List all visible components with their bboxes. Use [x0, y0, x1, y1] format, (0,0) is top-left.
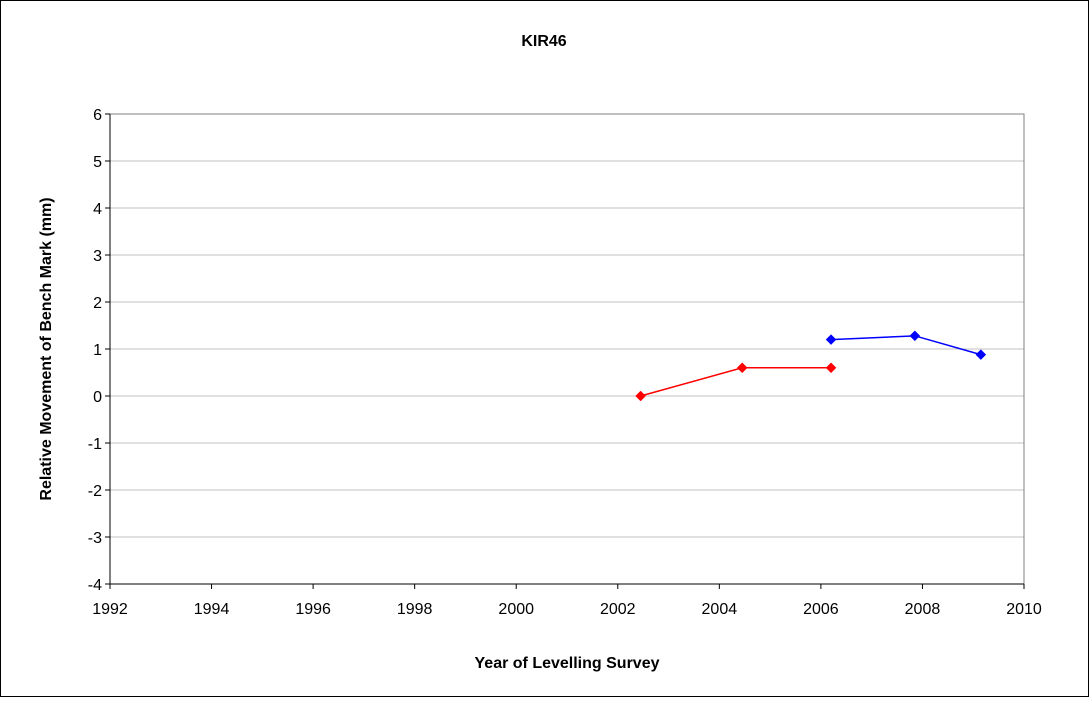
y-tick-label: 5 — [93, 154, 102, 171]
x-tick-label: 1992 — [92, 601, 128, 618]
x-tick-label: 1996 — [295, 601, 331, 618]
x-tick-label: 2004 — [702, 601, 738, 618]
y-tick-label: -4 — [88, 577, 102, 594]
series-line — [831, 335, 982, 356]
x-axis-label: Year of Levelling Survey — [475, 655, 660, 672]
chart-title: KIR46 — [521, 33, 566, 50]
x-tick-label: 2006 — [803, 601, 839, 618]
y-tick-label: 1 — [93, 342, 102, 359]
gridlines — [110, 160, 1024, 538]
series-2 — [825, 330, 987, 360]
series-1 — [635, 362, 837, 402]
data-point — [825, 334, 837, 345]
y-tick-label: 3 — [93, 248, 102, 265]
y-tick-label: 4 — [93, 201, 102, 218]
y-tick-label: -1 — [88, 436, 102, 453]
y-tick-label: -2 — [88, 483, 102, 500]
axes: -4 -3 -2 -1 0 1 2 3 4 5 6 1992 1994 1996 1998 2000 2002 2… — [88, 107, 1042, 618]
x-tick-label: 2008 — [905, 601, 941, 618]
data-point — [635, 390, 646, 402]
series-layer — [635, 330, 987, 402]
y-tick-label: 2 — [93, 295, 102, 312]
data-point — [736, 362, 748, 374]
y-tick-label: -3 — [88, 530, 102, 547]
y-tick-label: 6 — [93, 107, 102, 124]
x-tick-label: 2002 — [600, 601, 636, 618]
data-point — [825, 362, 837, 374]
data-point — [909, 330, 921, 342]
x-tick-label: 1998 — [397, 601, 433, 618]
series-line — [640, 367, 832, 397]
data-point — [975, 349, 987, 360]
y-axis-label: Relative Movement of Bench Mark (mm) — [38, 197, 55, 500]
x-tick-label: 1994 — [194, 601, 230, 618]
x-tick-label: 2010 — [1006, 601, 1042, 618]
y-tick-label: 0 — [93, 389, 102, 406]
x-tick-label: 2000 — [498, 601, 534, 618]
